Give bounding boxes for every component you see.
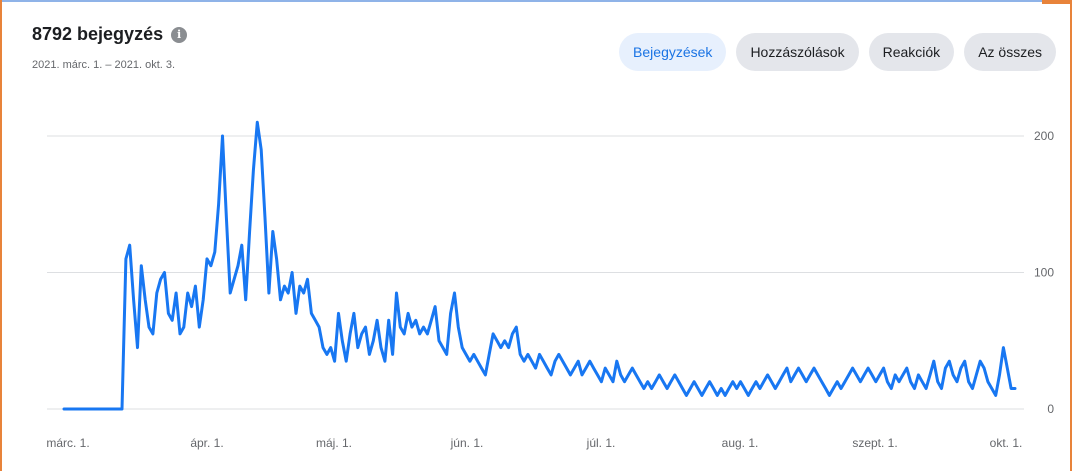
x-axis-ticks: márc. 1. ápr. 1. máj. 1. jún. 1. júl. 1. aug.… xyxy=(46,436,1022,450)
y-tick-label: 200 xyxy=(1034,129,1054,143)
x-tick-label: okt. 1. xyxy=(990,436,1023,450)
date-range: 2021. márc. 1. – 2021. okt. 3. xyxy=(32,59,176,71)
x-tick-label: máj. 1. xyxy=(316,436,352,450)
metric-tabs: Bejegyzések Hozzászólások Reakciók Az ös… xyxy=(619,33,1056,71)
post-count-title: 8792 bejegyzés xyxy=(32,24,164,44)
top-border-accent xyxy=(2,0,1042,2)
tab-reakciok[interactable]: Reakciók xyxy=(868,33,955,71)
tab-bejegyzesek[interactable]: Bejegyzések xyxy=(619,33,727,71)
x-tick-label: jún. 1. xyxy=(450,436,484,450)
x-tick-label: márc. 1. xyxy=(46,436,89,450)
gridlines xyxy=(47,135,1024,410)
x-tick-label: aug. 1. xyxy=(722,436,759,450)
tab-hozzaszolasok[interactable]: Hozzászólások xyxy=(736,33,859,71)
chart-header: 8792 bejegyzés i 2021. márc. 1. – 2021. … xyxy=(32,24,188,71)
series-line xyxy=(62,120,1017,411)
y-tick-label: 100 xyxy=(1034,266,1054,280)
top-border-marker xyxy=(1042,0,1072,4)
x-tick-label: ápr. 1. xyxy=(190,436,223,450)
x-tick-label: szept. 1. xyxy=(852,436,897,450)
info-icon[interactable]: i xyxy=(171,26,188,43)
x-tick-label: júl. 1. xyxy=(586,436,616,450)
y-tick-label: 0 xyxy=(1047,402,1054,416)
y-axis-ticks: 0 100 200 xyxy=(1034,129,1054,416)
title-row: 8792 bejegyzés i xyxy=(32,24,188,45)
tab-az-osszes[interactable]: Az összes xyxy=(964,33,1056,71)
